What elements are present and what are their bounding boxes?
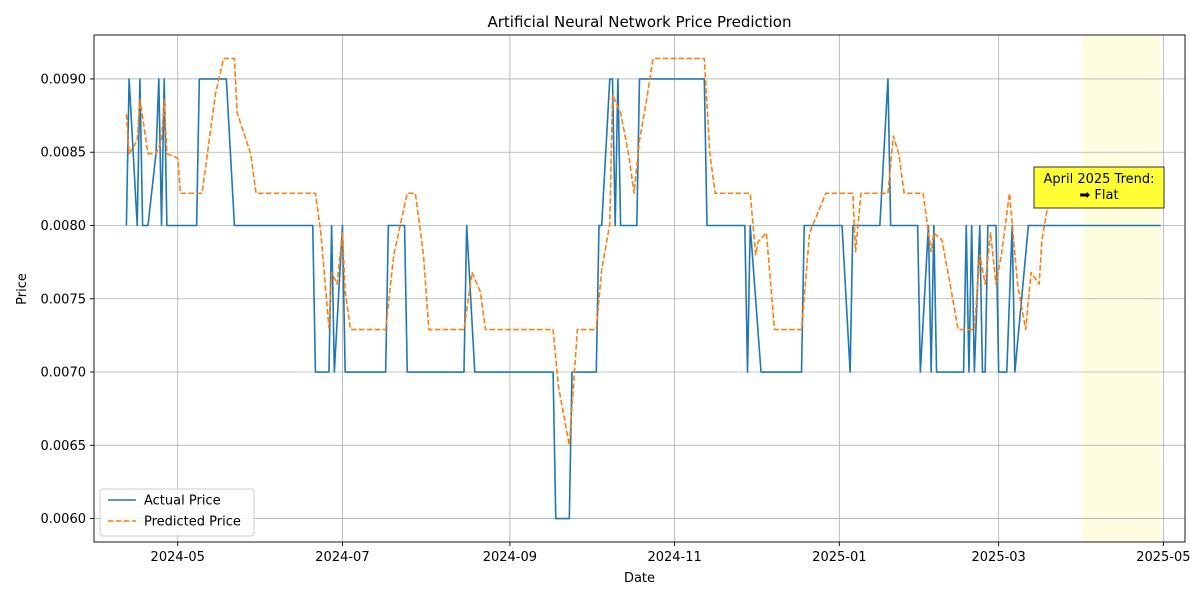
trend-annotation-value: ➡ Flat — [1079, 188, 1118, 203]
y-tick-label: 0.0060 — [41, 512, 87, 527]
y-tick-label: 0.0080 — [41, 219, 87, 234]
trend-annotation-title: April 2025 Trend: — [1043, 172, 1154, 187]
x-tick-label: 2024-09 — [483, 550, 537, 565]
x-tick-label: 2024-11 — [647, 550, 701, 565]
y-axis-label: Price — [15, 273, 30, 305]
x-tick-label: 2024-05 — [151, 550, 205, 565]
x-tick-label: 2024-07 — [315, 550, 369, 565]
april-2025-highlight-span — [1082, 35, 1161, 542]
plot-area: 2024-05 2024-07 2024-09 2024-11 2025-01 2025-… — [41, 34, 1191, 565]
legend: Actual Price Predicted Price — [99, 488, 255, 537]
axes-frame — [93, 34, 1186, 543]
x-tick-label: 2025-05 — [1136, 550, 1190, 565]
y-tick-label: 0.0065 — [41, 439, 87, 454]
y-tick-label: 0.0075 — [41, 292, 87, 307]
y-tick-label: 0.0090 — [41, 72, 87, 87]
trend-annotation-box — [1033, 166, 1165, 209]
trend-annotation: April 2025 Trend:➡ Flat — [1033, 166, 1165, 209]
legend-predicted-price-label: Predicted Price — [144, 515, 241, 530]
y-tick-label: 0.0085 — [41, 146, 87, 161]
x-tick-label: 2025-01 — [812, 550, 866, 565]
chart-title: Artificial Neural Network Price Predicti… — [488, 13, 792, 31]
actual-price-line — [125, 78, 1161, 520]
y-tick-label: 0.0070 — [41, 366, 87, 381]
x-axis-label: Date — [624, 571, 655, 586]
legend-actual-price-label: Actual Price — [144, 494, 221, 509]
legend-box — [99, 488, 255, 537]
x-tick-label: 2025-03 — [972, 550, 1026, 565]
